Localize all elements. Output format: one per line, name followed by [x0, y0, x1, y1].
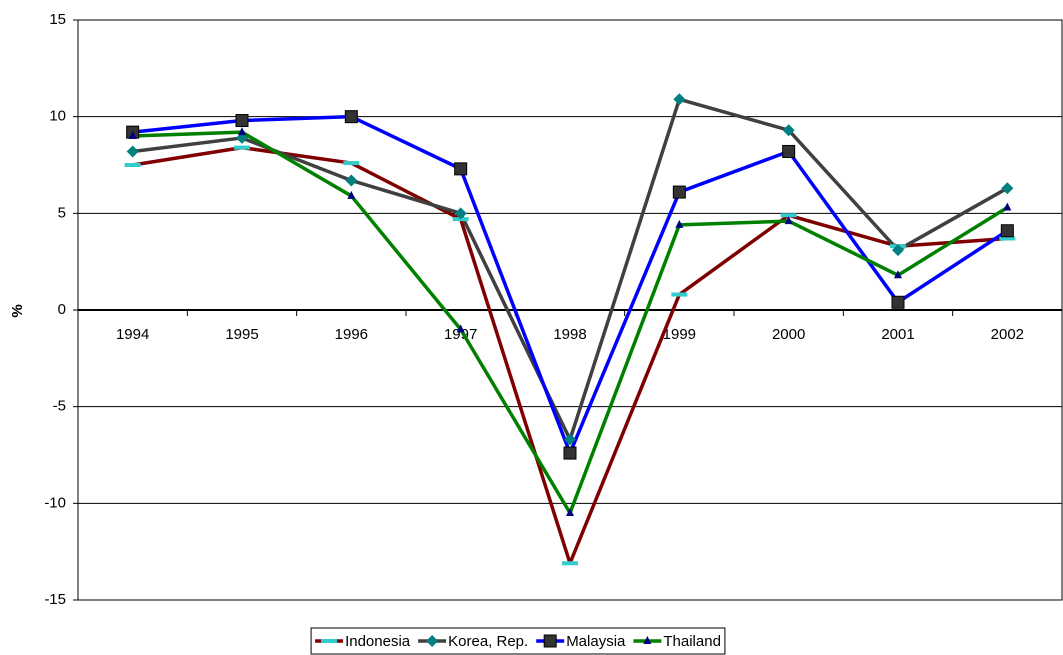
- x-tick-label: 2001: [881, 326, 914, 343]
- legend-label: Korea, Rep.: [448, 633, 528, 650]
- marker: [1001, 182, 1014, 195]
- marker: [782, 124, 795, 137]
- legend-marker: [426, 635, 439, 647]
- marker: [999, 236, 1016, 241]
- y-tick-label: 5: [58, 204, 66, 221]
- legend-label: Thailand: [663, 633, 721, 650]
- marker: [566, 508, 574, 516]
- marker: [344, 110, 358, 124]
- y-tick-label: -10: [44, 494, 66, 511]
- marker: [345, 174, 358, 187]
- y-tick-label: 0: [58, 301, 66, 318]
- legend-marker: [321, 639, 338, 643]
- marker: [675, 219, 684, 228]
- legend-label: Indonesia: [345, 633, 411, 650]
- y-axis-label: %: [9, 304, 26, 317]
- marker: [128, 131, 137, 139]
- marker: [126, 145, 139, 158]
- marker: [454, 162, 468, 176]
- series-line: [132, 114, 1009, 455]
- marker: [343, 161, 360, 166]
- y-tick-label: -15: [44, 591, 66, 608]
- x-tick-label: 2002: [991, 326, 1024, 343]
- series-line: [132, 145, 1008, 566]
- marker: [891, 295, 905, 309]
- y-tick-label: 15: [49, 11, 66, 28]
- marker: [234, 145, 250, 150]
- marker: [892, 244, 904, 257]
- marker: [1003, 202, 1012, 211]
- marker: [894, 270, 902, 279]
- marker: [563, 446, 577, 460]
- x-tick-label: 2000: [772, 326, 805, 343]
- marker: [347, 190, 356, 199]
- marker: [780, 213, 797, 218]
- marker: [1000, 224, 1014, 238]
- marker: [124, 163, 141, 167]
- y-tick-label: -5: [53, 398, 66, 415]
- legend-label: Malaysia: [566, 633, 626, 650]
- y-tick-label: 10: [49, 108, 66, 125]
- legend-marker: [643, 636, 652, 644]
- x-tick-label: 1994: [116, 326, 149, 343]
- legend-marker: [543, 634, 557, 648]
- x-tick-label: 1997: [444, 326, 477, 343]
- marker: [238, 127, 246, 136]
- legend: Indonesia Korea, Rep. Malaysia Thailand: [310, 627, 726, 655]
- x-tick-label: 1995: [225, 326, 258, 343]
- marker: [784, 216, 793, 225]
- marker: [672, 185, 686, 199]
- marker: [782, 144, 796, 158]
- x-tick-label: 1999: [663, 326, 696, 343]
- marker: [673, 93, 686, 106]
- marker: [456, 324, 465, 333]
- marker: [671, 292, 688, 297]
- marker: [235, 114, 249, 128]
- x-tick-label: 1998: [553, 326, 586, 343]
- marker: [454, 207, 467, 220]
- marker: [562, 561, 578, 566]
- marker: [564, 433, 576, 446]
- x-tick-label: 1996: [335, 326, 368, 343]
